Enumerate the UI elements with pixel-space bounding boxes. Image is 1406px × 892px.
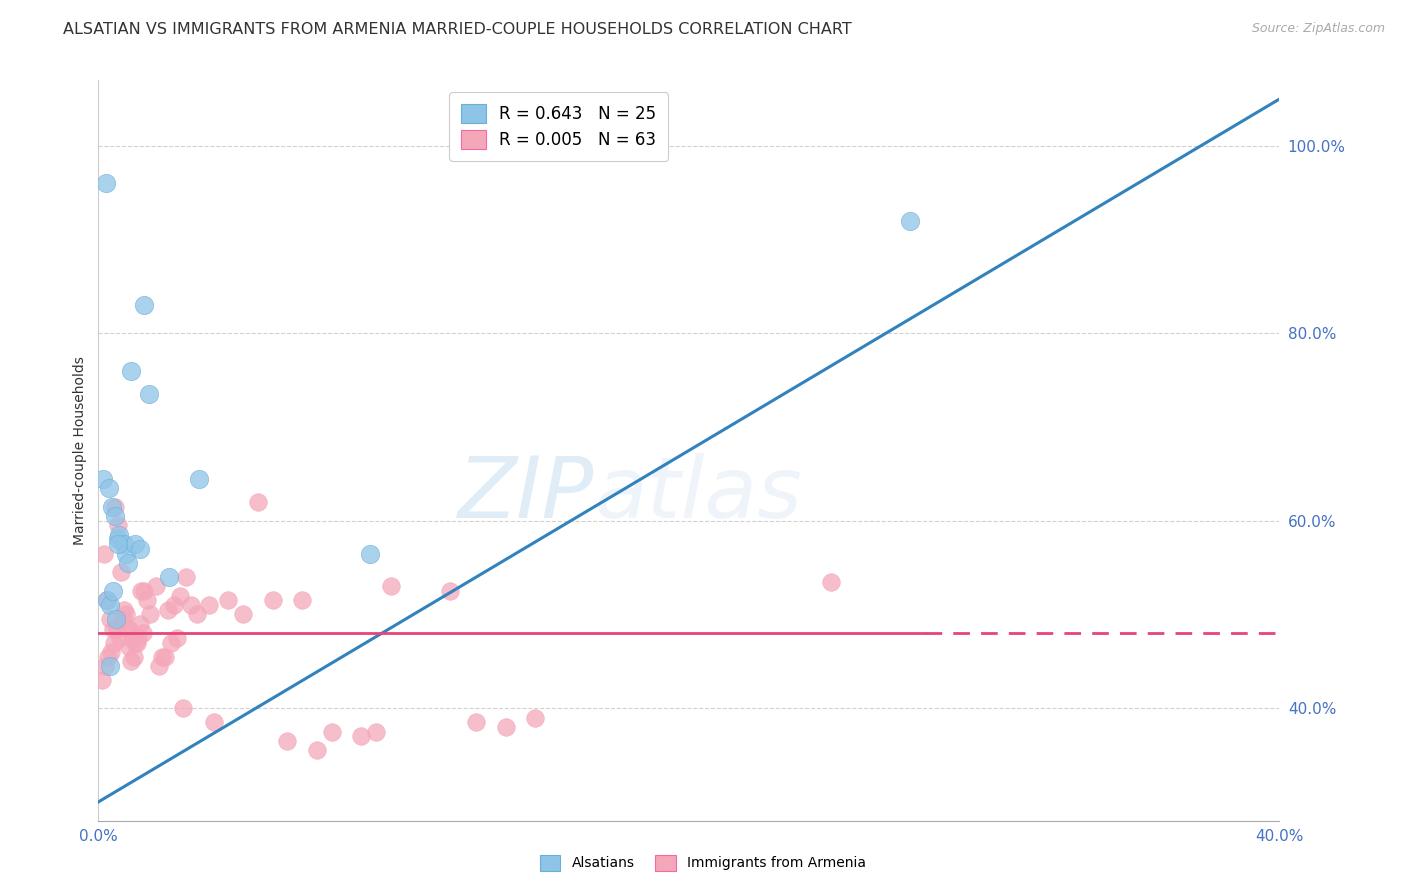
Point: [900, 214, 922, 228]
Point: [156, 603, 179, 617]
Point: [127, 635, 149, 649]
Point: [276, 734, 298, 748]
Point: [138, 387, 160, 401]
Point: [104, 509, 127, 524]
Point: [91, 472, 114, 486]
Point: [127, 631, 149, 645]
Point: [145, 579, 167, 593]
Point: [262, 593, 284, 607]
Point: [124, 635, 146, 649]
Point: [98, 659, 121, 673]
Point: [134, 584, 156, 599]
Point: [350, 729, 373, 743]
Point: [232, 607, 254, 622]
Point: [150, 649, 173, 664]
Point: [96, 593, 118, 607]
Point: [112, 537, 135, 551]
Point: [101, 622, 124, 636]
Point: [465, 715, 488, 730]
Point: [305, 743, 328, 757]
Point: [100, 500, 122, 514]
Point: [118, 622, 141, 636]
Point: [111, 612, 134, 626]
Point: [359, 547, 381, 561]
Point: [94, 659, 117, 673]
Point: [96, 593, 118, 607]
Point: [91, 673, 114, 687]
Point: [180, 598, 202, 612]
Point: [121, 631, 143, 645]
Point: [129, 584, 152, 599]
Point: [124, 537, 146, 551]
Point: [108, 631, 131, 645]
Point: [202, 715, 225, 730]
Point: [169, 589, 191, 603]
Point: [820, 574, 842, 589]
Point: [105, 622, 128, 636]
Point: [246, 495, 269, 509]
Legend: R = 0.643   N = 25, R = 0.005   N = 63: R = 0.643 N = 25, R = 0.005 N = 63: [450, 92, 668, 161]
Point: [93, 547, 115, 561]
Point: [198, 598, 221, 612]
Point: [100, 645, 122, 659]
Point: [136, 593, 159, 607]
Point: [153, 649, 176, 664]
Legend: Alsatians, Immigrants from Armenia: Alsatians, Immigrants from Armenia: [534, 849, 872, 876]
Point: [129, 616, 152, 631]
Point: [115, 607, 138, 622]
Point: [121, 654, 143, 668]
Point: [98, 612, 121, 626]
Point: [364, 724, 387, 739]
Point: [186, 607, 208, 622]
Point: [101, 584, 124, 599]
Point: [172, 701, 194, 715]
Point: [187, 472, 209, 486]
Point: [380, 579, 402, 593]
Point: [104, 500, 127, 514]
Point: [174, 570, 197, 584]
Text: ZIP: ZIP: [458, 453, 595, 536]
Point: [217, 593, 239, 607]
Point: [124, 649, 146, 664]
Point: [134, 298, 156, 312]
Point: [439, 584, 461, 599]
Point: [291, 593, 314, 607]
Point: [97, 649, 120, 664]
Point: [157, 570, 180, 584]
Point: [159, 635, 181, 649]
Point: [110, 566, 132, 580]
Point: [132, 626, 155, 640]
Point: [107, 533, 129, 547]
Point: [117, 640, 139, 655]
Point: [128, 541, 150, 556]
Y-axis label: Married-couple Households: Married-couple Households: [73, 356, 87, 545]
Point: [139, 607, 162, 622]
Point: [107, 537, 129, 551]
Point: [148, 659, 170, 673]
Point: [94, 177, 117, 191]
Text: ALSATIAN VS IMMIGRANTS FROM ARMENIA MARRIED-COUPLE HOUSEHOLDS CORRELATION CHART: ALSATIAN VS IMMIGRANTS FROM ARMENIA MARR…: [63, 22, 852, 37]
Text: Source: ZipAtlas.com: Source: ZipAtlas.com: [1251, 22, 1385, 36]
Point: [97, 481, 120, 495]
Point: [112, 603, 135, 617]
Point: [120, 364, 142, 378]
Point: [104, 612, 127, 626]
Text: atlas: atlas: [595, 453, 803, 536]
Point: [107, 518, 129, 533]
Point: [495, 720, 517, 734]
Point: [114, 622, 136, 636]
Point: [321, 724, 343, 739]
Point: [108, 528, 131, 542]
Point: [117, 556, 139, 570]
Point: [163, 598, 186, 612]
Point: [115, 547, 138, 561]
Point: [98, 598, 121, 612]
Point: [103, 635, 125, 649]
Point: [166, 631, 188, 645]
Point: [524, 710, 547, 724]
